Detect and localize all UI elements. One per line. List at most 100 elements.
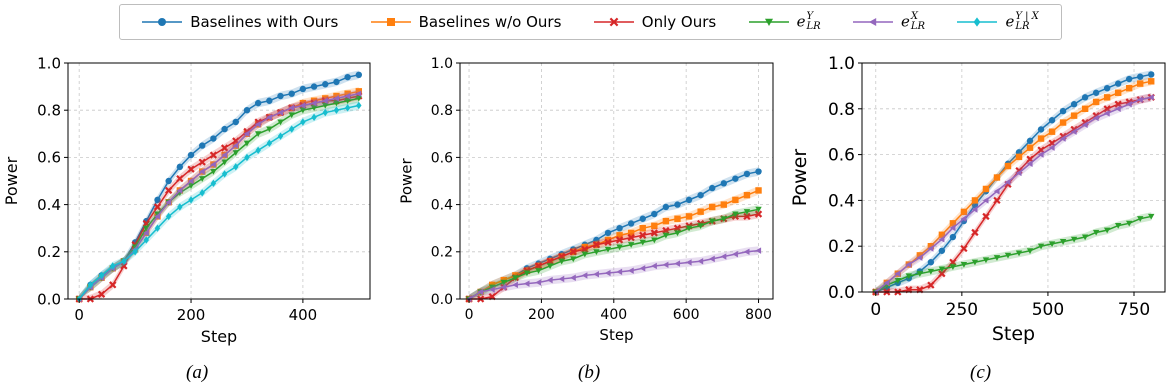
data-point (1137, 73, 1144, 80)
data-point (512, 275, 519, 281)
data-point (993, 196, 1001, 205)
data-point (1092, 89, 1100, 96)
data-point (1125, 220, 1133, 227)
data-point (1092, 229, 1100, 236)
data-point (651, 237, 658, 244)
data-point (604, 229, 612, 237)
legend-label-sup: Y (806, 11, 814, 22)
data-point (894, 277, 902, 284)
data-point (960, 208, 968, 216)
x-tick-label: 200 (177, 306, 206, 324)
data-point (1004, 252, 1012, 259)
legend-label-sub: LR (806, 21, 821, 32)
charts-svg: 0 200 400 0.0 0.2 0.4 0.6 0.8 1.0 Step Power 0 200 40… (2, 54, 1166, 346)
data-point (927, 259, 935, 266)
data-point (277, 119, 284, 126)
plot-frame (67, 62, 371, 300)
data-point (154, 211, 161, 218)
data-point (143, 229, 149, 237)
data-point (165, 186, 173, 195)
data-point (627, 229, 635, 237)
legend-marker (764, 18, 773, 26)
caption-a: (a) (186, 362, 209, 383)
data-point (110, 262, 116, 270)
data-point (143, 236, 150, 244)
data-point (685, 213, 693, 220)
legend-item: Baselines with Ours (142, 13, 338, 31)
data-point (344, 104, 351, 112)
data-point (1092, 98, 1100, 106)
data-point (1103, 94, 1111, 101)
data-point (187, 177, 194, 185)
data-point (662, 217, 670, 225)
data-point (1137, 80, 1144, 87)
data-point (355, 88, 363, 95)
data-point (662, 203, 670, 211)
data-point (355, 95, 363, 102)
data-point (198, 158, 206, 166)
data-point (1026, 160, 1033, 167)
y-axis-label: Power (789, 149, 811, 207)
data-point (732, 175, 739, 182)
legend-marker (609, 17, 619, 27)
data-point (1103, 227, 1111, 234)
legend-marker (386, 18, 395, 26)
data-point (627, 233, 635, 242)
data-point (916, 271, 924, 277)
legend-label-base: e (796, 12, 806, 31)
chart-panel: 0 200 400 600 800 0.0 0.2 0.4 0.6 0.8 1.0 Step Power (398, 56, 774, 344)
data-point (1081, 105, 1089, 112)
data-point (1148, 78, 1155, 85)
series-band (875, 212, 1152, 292)
data-point (732, 211, 739, 218)
data-point (333, 78, 340, 86)
data-point (569, 248, 577, 256)
data-point (938, 236, 945, 243)
y-axis-label: Power (398, 157, 416, 203)
data-point (322, 97, 328, 104)
y-tick-label: 0.0 (37, 290, 61, 308)
data-point (165, 199, 172, 206)
legend-label: Only Ours (641, 13, 717, 31)
y-tick-label: 0.6 (37, 149, 61, 167)
data-point (277, 92, 284, 100)
data-point (333, 100, 340, 107)
caption-b: (b) (578, 362, 601, 383)
data-point (154, 213, 161, 220)
data-point (243, 130, 250, 137)
data-point (233, 163, 239, 171)
data-point (299, 102, 306, 109)
legend-marker (974, 17, 981, 27)
data-point (288, 112, 295, 119)
data-point (1114, 80, 1122, 87)
legend-label-sup: Y | X (1015, 11, 1039, 22)
data-point (743, 209, 751, 215)
data-point (500, 284, 507, 291)
data-point (311, 113, 317, 121)
data-point (254, 99, 262, 107)
data-point (982, 212, 990, 221)
data-point (1125, 75, 1133, 83)
data-point (639, 239, 646, 246)
data-point (1125, 84, 1133, 92)
series (75, 91, 363, 303)
data-point (685, 196, 693, 204)
data-point (1037, 126, 1045, 133)
data-point (650, 229, 658, 237)
data-point (662, 226, 670, 235)
series (465, 205, 762, 303)
x-tick-label: 500 (1032, 300, 1064, 320)
data-point (743, 248, 750, 255)
data-point (754, 210, 763, 218)
data-point (720, 216, 727, 222)
legend-label-base: e (1005, 12, 1015, 31)
series-band (469, 209, 759, 299)
data-point (639, 215, 646, 222)
data-point (220, 144, 229, 152)
data-point (322, 108, 328, 117)
data-point (500, 279, 507, 286)
y-tick-label: 0.4 (431, 198, 453, 214)
data-point (132, 248, 138, 256)
data-point (581, 245, 589, 254)
data-point (927, 245, 934, 252)
